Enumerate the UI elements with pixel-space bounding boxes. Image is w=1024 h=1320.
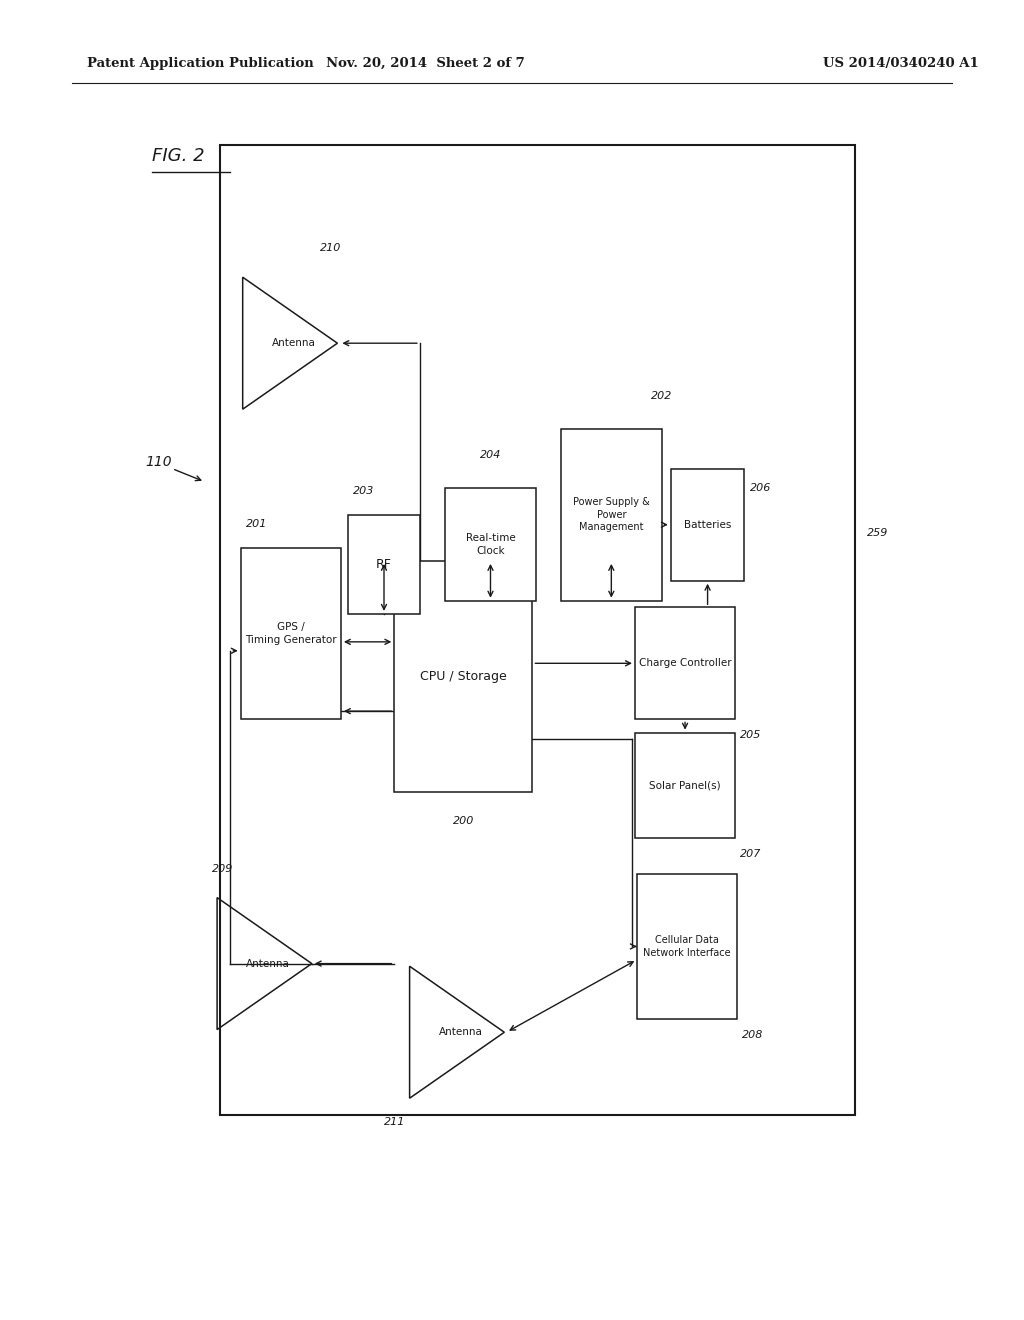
Text: 208: 208 bbox=[742, 1030, 764, 1040]
Text: Solar Panel(s): Solar Panel(s) bbox=[649, 780, 721, 791]
Text: Antenna: Antenna bbox=[439, 1027, 482, 1038]
Text: 259: 259 bbox=[867, 528, 889, 539]
Bar bbox=[637, 874, 737, 1019]
Text: Antenna: Antenna bbox=[272, 338, 315, 348]
Text: 207: 207 bbox=[740, 849, 762, 859]
Text: CPU / Storage: CPU / Storage bbox=[420, 671, 507, 682]
Text: 205: 205 bbox=[740, 730, 762, 741]
Text: 206: 206 bbox=[750, 483, 771, 494]
Text: FIG. 2: FIG. 2 bbox=[152, 147, 204, 165]
Text: Antenna: Antenna bbox=[247, 958, 290, 969]
Bar bbox=[348, 515, 420, 614]
Bar bbox=[671, 469, 744, 581]
Text: Cellular Data
Network Interface: Cellular Data Network Interface bbox=[643, 936, 731, 957]
Text: Patent Application Publication: Patent Application Publication bbox=[87, 57, 313, 70]
Text: Power Supply &
Power
Management: Power Supply & Power Management bbox=[573, 498, 649, 532]
Text: Batteries: Batteries bbox=[684, 520, 731, 529]
Text: US 2014/0340240 A1: US 2014/0340240 A1 bbox=[823, 57, 979, 70]
Text: RF: RF bbox=[376, 558, 392, 570]
Bar bbox=[445, 488, 536, 601]
Bar bbox=[635, 607, 735, 719]
Text: 203: 203 bbox=[353, 486, 375, 496]
Text: Charge Controller: Charge Controller bbox=[639, 659, 731, 668]
Text: 209: 209 bbox=[212, 863, 233, 874]
Bar bbox=[394, 561, 532, 792]
Text: GPS /
Timing Generator: GPS / Timing Generator bbox=[245, 623, 337, 644]
Text: 202: 202 bbox=[651, 391, 673, 401]
Bar bbox=[220, 145, 855, 1115]
Text: 201: 201 bbox=[246, 519, 267, 529]
Text: 204: 204 bbox=[480, 450, 502, 461]
Text: 200: 200 bbox=[453, 816, 474, 826]
Bar bbox=[561, 429, 662, 601]
Text: 211: 211 bbox=[384, 1117, 406, 1127]
Text: 210: 210 bbox=[319, 243, 341, 253]
Text: 110: 110 bbox=[145, 455, 172, 469]
Bar bbox=[241, 548, 341, 719]
Text: Real-time
Clock: Real-time Clock bbox=[466, 533, 515, 556]
Text: Nov. 20, 2014  Sheet 2 of 7: Nov. 20, 2014 Sheet 2 of 7 bbox=[326, 57, 524, 70]
Bar bbox=[635, 733, 735, 838]
